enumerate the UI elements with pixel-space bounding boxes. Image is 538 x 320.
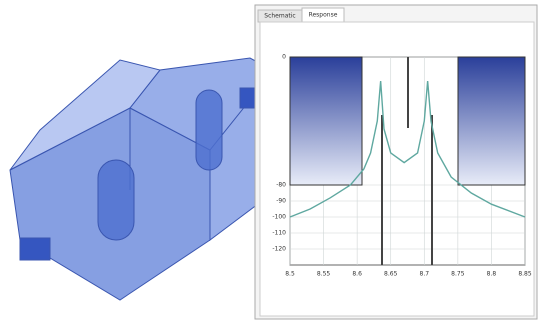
x-tick-label: 8.55	[317, 271, 331, 278]
filter-model	[9, 57, 291, 301]
y-tick-label: 0	[282, 54, 286, 61]
response-line	[289, 80, 526, 218]
mask-layer	[289, 56, 526, 265]
y-tick-label: -80	[276, 182, 286, 189]
x-tick-label: 8.8	[487, 271, 497, 278]
x-tick-label: 8.7	[420, 271, 430, 278]
spec-mask	[289, 56, 363, 186]
x-tick-label: 8.65	[384, 271, 398, 278]
spec-mask	[457, 56, 526, 186]
x-tick-label: 8.5	[285, 271, 295, 278]
tab-label[interactable]: Response	[309, 12, 338, 19]
y-tick-label: -100	[272, 214, 286, 221]
tab-label[interactable]: Schematic	[264, 13, 295, 20]
y-tick-label: -110	[272, 230, 286, 237]
x-tick-label: 8.6	[352, 271, 362, 278]
y-tick-label: -90	[276, 198, 286, 205]
y-tick-label: -120	[272, 246, 286, 253]
x-tick-label: 8.75	[451, 271, 465, 278]
x-tick-label: 8.85	[518, 271, 532, 278]
